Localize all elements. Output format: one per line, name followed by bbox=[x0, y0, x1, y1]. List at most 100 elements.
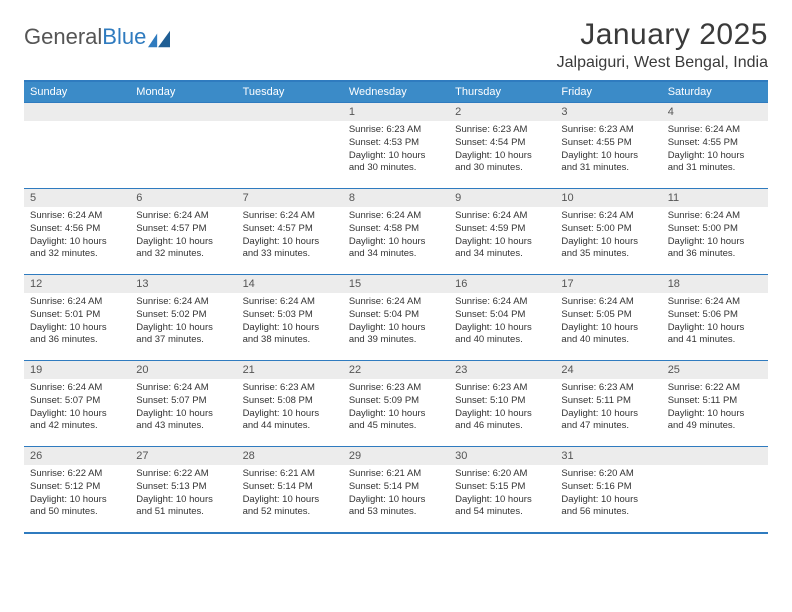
sunset-line: Sunset: 5:01 PM bbox=[30, 309, 124, 322]
day-body: Sunrise: 6:24 AMSunset: 5:07 PMDaylight:… bbox=[130, 379, 236, 439]
sunrise-line: Sunrise: 6:24 AM bbox=[668, 210, 762, 223]
calendar-cell: 5Sunrise: 6:24 AMSunset: 4:56 PMDaylight… bbox=[24, 189, 130, 275]
daylight-line: Daylight: 10 hours and 30 minutes. bbox=[349, 150, 443, 176]
day-body: Sunrise: 6:21 AMSunset: 5:14 PMDaylight:… bbox=[343, 465, 449, 525]
sunset-line: Sunset: 4:53 PM bbox=[349, 137, 443, 150]
weekday-header: Tuesday bbox=[237, 81, 343, 103]
calendar-cell: 7Sunrise: 6:24 AMSunset: 4:57 PMDaylight… bbox=[237, 189, 343, 275]
calendar-cell: 12Sunrise: 6:24 AMSunset: 5:01 PMDayligh… bbox=[24, 275, 130, 361]
sunset-line: Sunset: 5:13 PM bbox=[136, 481, 230, 494]
day-body: Sunrise: 6:23 AMSunset: 4:53 PMDaylight:… bbox=[343, 121, 449, 181]
day-number: 21 bbox=[237, 361, 343, 379]
day-body bbox=[24, 121, 130, 130]
day-body: Sunrise: 6:24 AMSunset: 5:05 PMDaylight:… bbox=[555, 293, 661, 353]
day-body: Sunrise: 6:23 AMSunset: 4:55 PMDaylight:… bbox=[555, 121, 661, 181]
daylight-line: Daylight: 10 hours and 43 minutes. bbox=[136, 408, 230, 434]
day-body bbox=[662, 465, 768, 474]
sunrise-line: Sunrise: 6:24 AM bbox=[668, 296, 762, 309]
calendar-cell: 25Sunrise: 6:22 AMSunset: 5:11 PMDayligh… bbox=[662, 361, 768, 447]
day-number: 30 bbox=[449, 447, 555, 465]
calendar-cell: 21Sunrise: 6:23 AMSunset: 5:08 PMDayligh… bbox=[237, 361, 343, 447]
sunrise-line: Sunrise: 6:24 AM bbox=[349, 210, 443, 223]
day-body: Sunrise: 6:24 AMSunset: 4:57 PMDaylight:… bbox=[237, 207, 343, 267]
sunrise-line: Sunrise: 6:22 AM bbox=[136, 468, 230, 481]
daylight-line: Daylight: 10 hours and 50 minutes. bbox=[30, 494, 124, 520]
month-title: January 2025 bbox=[557, 18, 768, 52]
day-body: Sunrise: 6:24 AMSunset: 5:01 PMDaylight:… bbox=[24, 293, 130, 353]
calendar-cell: 23Sunrise: 6:23 AMSunset: 5:10 PMDayligh… bbox=[449, 361, 555, 447]
sunrise-line: Sunrise: 6:24 AM bbox=[561, 210, 655, 223]
logo: GeneralBlue bbox=[24, 24, 170, 50]
calendar-cell: 3Sunrise: 6:23 AMSunset: 4:55 PMDaylight… bbox=[555, 103, 661, 189]
day-body: Sunrise: 6:23 AMSunset: 5:11 PMDaylight:… bbox=[555, 379, 661, 439]
sunset-line: Sunset: 5:12 PM bbox=[30, 481, 124, 494]
day-number: 22 bbox=[343, 361, 449, 379]
sunset-line: Sunset: 5:09 PM bbox=[349, 395, 443, 408]
calendar-cell: 14Sunrise: 6:24 AMSunset: 5:03 PMDayligh… bbox=[237, 275, 343, 361]
calendar-cell: 1Sunrise: 6:23 AMSunset: 4:53 PMDaylight… bbox=[343, 103, 449, 189]
daylight-line: Daylight: 10 hours and 51 minutes. bbox=[136, 494, 230, 520]
day-number: 20 bbox=[130, 361, 236, 379]
daylight-line: Daylight: 10 hours and 54 minutes. bbox=[455, 494, 549, 520]
sunset-line: Sunset: 5:07 PM bbox=[30, 395, 124, 408]
daylight-line: Daylight: 10 hours and 49 minutes. bbox=[668, 408, 762, 434]
day-number: 17 bbox=[555, 275, 661, 293]
daylight-line: Daylight: 10 hours and 53 minutes. bbox=[349, 494, 443, 520]
sunset-line: Sunset: 5:06 PM bbox=[668, 309, 762, 322]
sunset-line: Sunset: 5:05 PM bbox=[561, 309, 655, 322]
daylight-line: Daylight: 10 hours and 47 minutes. bbox=[561, 408, 655, 434]
sunset-line: Sunset: 5:11 PM bbox=[561, 395, 655, 408]
day-number bbox=[130, 103, 236, 121]
calendar-cell: 2Sunrise: 6:23 AMSunset: 4:54 PMDaylight… bbox=[449, 103, 555, 189]
sunset-line: Sunset: 5:03 PM bbox=[243, 309, 337, 322]
sunrise-line: Sunrise: 6:21 AM bbox=[243, 468, 337, 481]
sunset-line: Sunset: 5:04 PM bbox=[455, 309, 549, 322]
day-body: Sunrise: 6:24 AMSunset: 4:57 PMDaylight:… bbox=[130, 207, 236, 267]
day-number bbox=[237, 103, 343, 121]
weekday-header: Monday bbox=[130, 81, 236, 103]
sunset-line: Sunset: 5:04 PM bbox=[349, 309, 443, 322]
calendar-cell: 31Sunrise: 6:20 AMSunset: 5:16 PMDayligh… bbox=[555, 447, 661, 533]
day-body: Sunrise: 6:22 AMSunset: 5:13 PMDaylight:… bbox=[130, 465, 236, 525]
calendar-cell: 16Sunrise: 6:24 AMSunset: 5:04 PMDayligh… bbox=[449, 275, 555, 361]
sunrise-line: Sunrise: 6:24 AM bbox=[455, 296, 549, 309]
daylight-line: Daylight: 10 hours and 32 minutes. bbox=[30, 236, 124, 262]
sunset-line: Sunset: 4:58 PM bbox=[349, 223, 443, 236]
logo-mark-icon bbox=[148, 28, 170, 46]
calendar-cell: 26Sunrise: 6:22 AMSunset: 5:12 PMDayligh… bbox=[24, 447, 130, 533]
day-body: Sunrise: 6:24 AMSunset: 4:55 PMDaylight:… bbox=[662, 121, 768, 181]
day-number: 9 bbox=[449, 189, 555, 207]
calendar-row: 12Sunrise: 6:24 AMSunset: 5:01 PMDayligh… bbox=[24, 275, 768, 361]
day-number: 19 bbox=[24, 361, 130, 379]
daylight-line: Daylight: 10 hours and 36 minutes. bbox=[668, 236, 762, 262]
sunrise-line: Sunrise: 6:21 AM bbox=[349, 468, 443, 481]
calendar-cell: 24Sunrise: 6:23 AMSunset: 5:11 PMDayligh… bbox=[555, 361, 661, 447]
day-body: Sunrise: 6:23 AMSunset: 5:08 PMDaylight:… bbox=[237, 379, 343, 439]
day-number: 27 bbox=[130, 447, 236, 465]
calendar-cell bbox=[662, 447, 768, 533]
weekday-header: Wednesday bbox=[343, 81, 449, 103]
sunrise-line: Sunrise: 6:22 AM bbox=[668, 382, 762, 395]
day-number: 4 bbox=[662, 103, 768, 121]
sunrise-line: Sunrise: 6:24 AM bbox=[30, 382, 124, 395]
calendar-cell bbox=[237, 103, 343, 189]
sunrise-line: Sunrise: 6:24 AM bbox=[561, 296, 655, 309]
sunrise-line: Sunrise: 6:23 AM bbox=[561, 382, 655, 395]
sunrise-line: Sunrise: 6:23 AM bbox=[455, 382, 549, 395]
day-number: 16 bbox=[449, 275, 555, 293]
calendar-cell: 13Sunrise: 6:24 AMSunset: 5:02 PMDayligh… bbox=[130, 275, 236, 361]
day-body: Sunrise: 6:21 AMSunset: 5:14 PMDaylight:… bbox=[237, 465, 343, 525]
day-number: 28 bbox=[237, 447, 343, 465]
daylight-line: Daylight: 10 hours and 33 minutes. bbox=[243, 236, 337, 262]
day-body: Sunrise: 6:23 AMSunset: 5:09 PMDaylight:… bbox=[343, 379, 449, 439]
daylight-line: Daylight: 10 hours and 56 minutes. bbox=[561, 494, 655, 520]
sunset-line: Sunset: 5:00 PM bbox=[561, 223, 655, 236]
calendar-table: Sunday Monday Tuesday Wednesday Thursday… bbox=[24, 80, 768, 534]
day-number bbox=[24, 103, 130, 121]
calendar-cell: 10Sunrise: 6:24 AMSunset: 5:00 PMDayligh… bbox=[555, 189, 661, 275]
daylight-line: Daylight: 10 hours and 30 minutes. bbox=[455, 150, 549, 176]
sunset-line: Sunset: 5:00 PM bbox=[668, 223, 762, 236]
day-body: Sunrise: 6:24 AMSunset: 4:58 PMDaylight:… bbox=[343, 207, 449, 267]
sunrise-line: Sunrise: 6:24 AM bbox=[136, 210, 230, 223]
day-number: 18 bbox=[662, 275, 768, 293]
